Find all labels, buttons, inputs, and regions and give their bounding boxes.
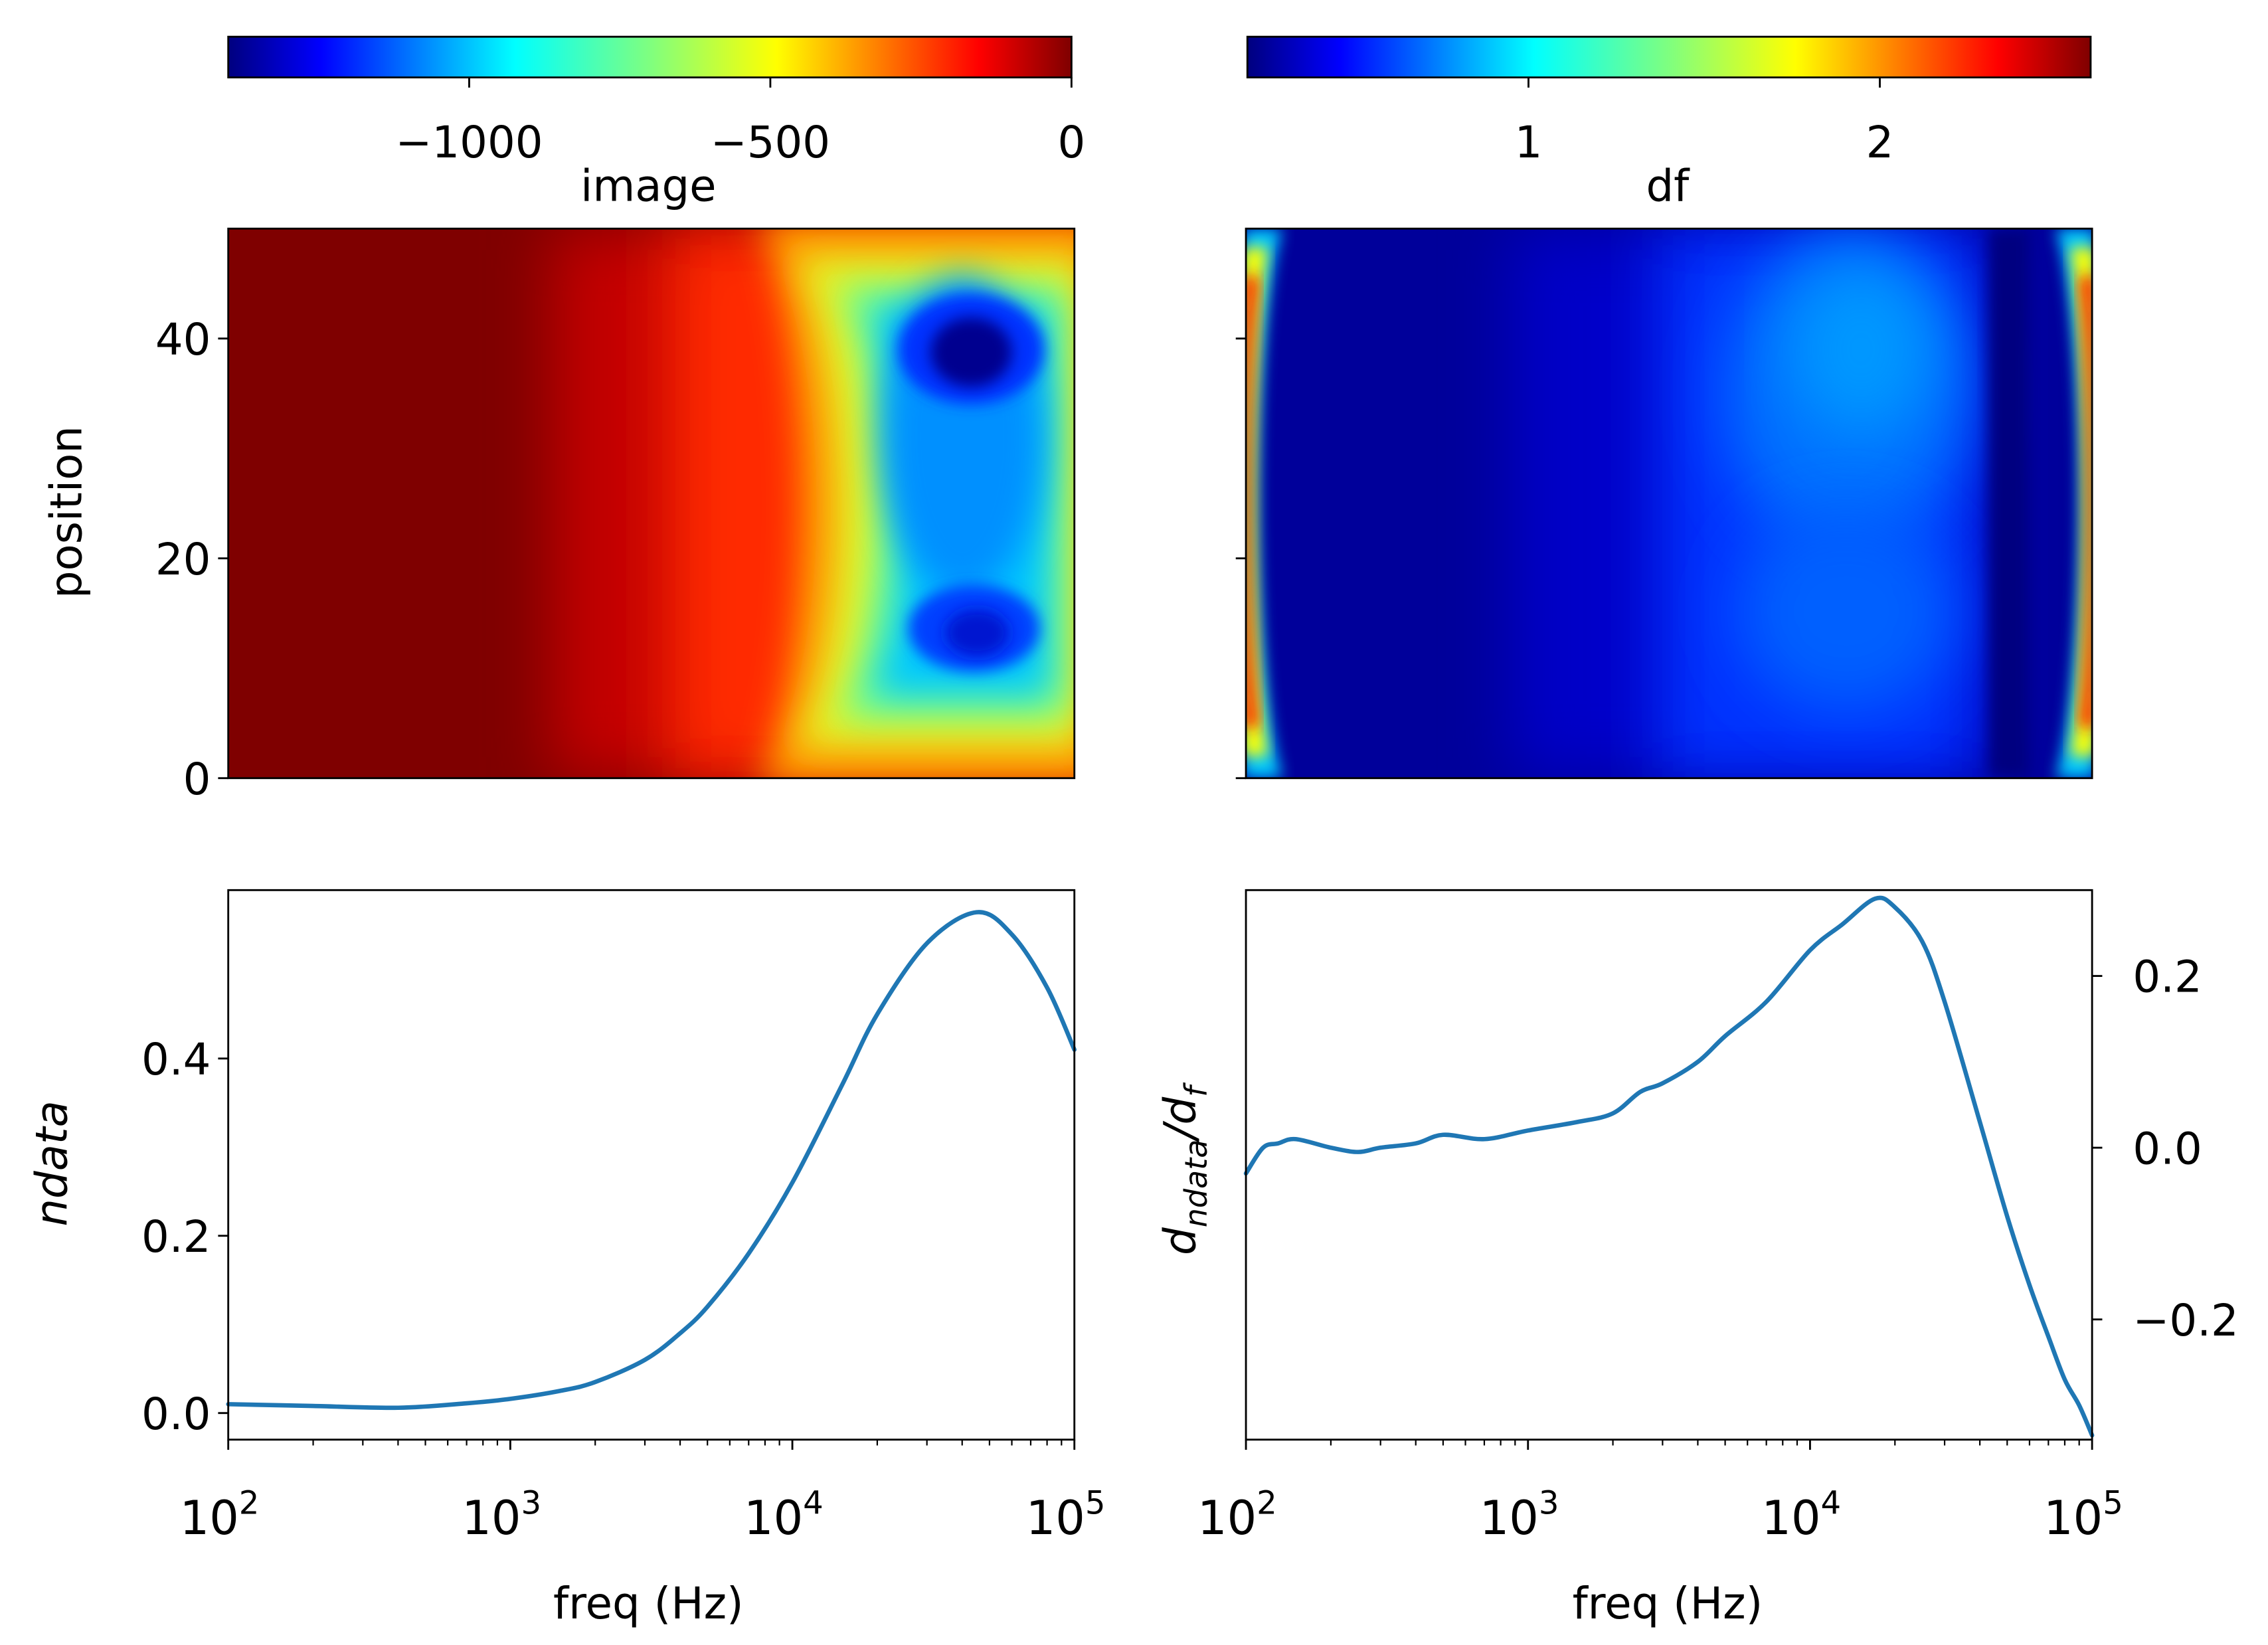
xtick-label: 103 <box>462 1484 541 1545</box>
xtick-label: 102 <box>1197 1484 1277 1545</box>
xtick-base: 10 <box>1026 1491 1085 1545</box>
xtick-label: 105 <box>2044 1484 2123 1545</box>
colorbar-df-bar <box>1246 35 2092 79</box>
xtick-exp: 2 <box>1257 1484 1277 1521</box>
colorbar-image-ticks: −1000 −500 0 <box>395 77 1085 168</box>
line-ndata-frame <box>227 889 1076 1441</box>
xtick-exp: 4 <box>1821 1484 1842 1521</box>
heatmap-image-frame <box>227 227 1076 780</box>
xtick-label: 102 <box>180 1484 260 1545</box>
line-dndata-xticks: 102 103 104 105 <box>1197 1439 2123 1545</box>
xtick-exp: 2 <box>239 1484 260 1521</box>
line-dndata-ylabel: dndata/df <box>1155 1082 1214 1255</box>
xtick-base: 10 <box>1197 1491 1257 1545</box>
ylabel-sub2: f <box>1178 1082 1214 1097</box>
colorbar-image-label: image <box>580 161 717 212</box>
line-chart-dndata-df: 102 103 104 105 −0.20.00.2 freq (Hz) dndata… <box>1155 889 2239 1629</box>
line-ndata-series <box>226 910 1077 1411</box>
ytick-label: 40 <box>155 315 211 365</box>
line-chart-ndata: 102 103 104 105 0.00.20.4 freq (Hz) ndata <box>27 889 1106 1629</box>
ylabel-slash: /d <box>1155 1096 1205 1142</box>
xtick-base: 10 <box>1480 1491 1539 1545</box>
heatmap-image-field <box>228 228 1075 778</box>
colorbar-tick-label: 1 <box>1515 118 1543 168</box>
xtick-base: 10 <box>744 1491 803 1545</box>
xtick-exp: 5 <box>1085 1484 1106 1521</box>
xtick-label: 104 <box>1761 1484 1841 1545</box>
heatmap-df <box>1235 227 2093 780</box>
heatmap-image-ylabel: position <box>42 426 92 598</box>
ytick-label: −0.2 <box>2133 1296 2238 1346</box>
ytick-label: 0.0 <box>2133 1124 2202 1174</box>
heatmap-df-field <box>1246 228 2093 778</box>
xtick-exp: 3 <box>521 1484 541 1521</box>
xtick-base: 10 <box>462 1491 521 1545</box>
xtick-exp: 3 <box>1539 1484 1559 1521</box>
line-ndata-ylabel: ndata <box>27 1100 78 1227</box>
line-dndata-xlabel: freq (Hz) <box>1573 1579 1763 1629</box>
line-ndata-xlabel: freq (Hz) <box>553 1579 744 1629</box>
colorbar-tick-label: 0 <box>1057 118 1085 168</box>
xtick-base: 10 <box>180 1491 239 1545</box>
ylabel-main: d <box>1155 1227 1205 1255</box>
heatmap-image-yticks: 0 20 40 <box>155 315 228 805</box>
xtick-base: 10 <box>1761 1491 1820 1545</box>
xtick-base: 10 <box>2044 1491 2103 1545</box>
ytick-label: 0 <box>183 754 211 805</box>
ylabel-sub: ndata <box>1178 1140 1214 1228</box>
colorbar-tick-label: −500 <box>711 118 830 168</box>
xtick-label: 103 <box>1480 1484 1559 1545</box>
colorbar-tick-label: 2 <box>1866 118 1894 168</box>
line-ndata-xticks: 102 103 104 105 <box>180 1439 1106 1545</box>
line-dndata-frame <box>1245 889 2093 1441</box>
colorbar-tick-label: −1000 <box>395 118 543 168</box>
ytick-label: 0.2 <box>2133 952 2202 1003</box>
colorbar-image: −1000 −500 0 image <box>227 35 1085 212</box>
colorbar-image-bar <box>227 35 1073 79</box>
heatmap-image: 0 20 40 position <box>42 227 1076 805</box>
ytick-label: 20 <box>155 535 211 585</box>
line-dndata-series <box>1243 895 2095 1438</box>
heatmap-df-yticks <box>1235 337 1247 780</box>
heatmap-df-frame <box>1245 227 2093 780</box>
colorbar-df-label: df <box>1646 161 1691 212</box>
line-ndata-yticks: 0.0 0.2 0.4 <box>141 1035 228 1440</box>
line-dndata-yticks: −0.2 0.0 0.2 <box>2092 952 2239 1346</box>
xtick-label: 105 <box>1026 1484 1106 1545</box>
xtick-exp: 4 <box>803 1484 824 1521</box>
xtick-exp: 5 <box>2103 1484 2123 1521</box>
ytick-label: 0.0 <box>141 1389 211 1440</box>
ytick-label: 0.2 <box>141 1212 211 1262</box>
ytick-label: 0.4 <box>141 1035 211 1085</box>
xtick-label: 104 <box>744 1484 824 1545</box>
